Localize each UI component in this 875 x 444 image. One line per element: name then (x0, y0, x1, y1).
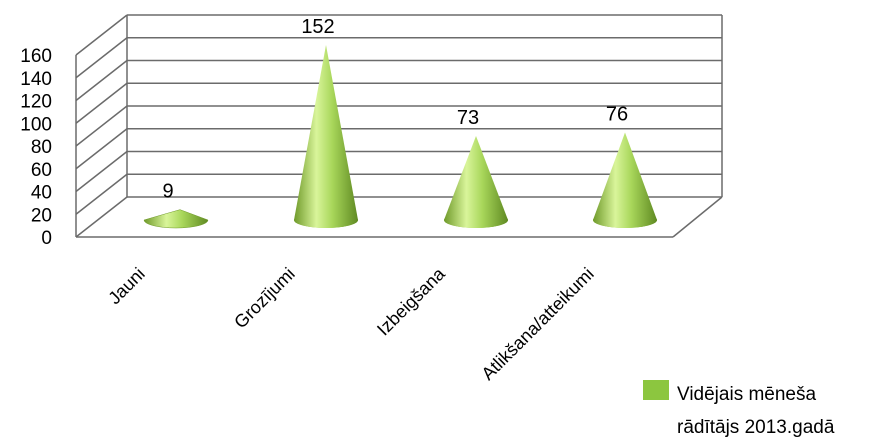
legend-swatch (643, 380, 669, 400)
category-labels: Jauni Grozījumi Izbeigšana Atlikšana/atteik… (104, 263, 598, 384)
y-tick-label: 20 (31, 205, 52, 226)
y-tick-label: 160 (20, 46, 52, 67)
y-tick-label: 120 (20, 92, 52, 113)
legend-label: Vidējais mēneša rādītājs 2013.gadā (677, 378, 834, 444)
data-labels: 9 152 73 76 (162, 16, 628, 203)
cone-body (294, 45, 358, 228)
category-label: Grozījumi (230, 264, 299, 333)
data-label: 9 (162, 181, 173, 203)
legend-label-line1: Vidējais mēneša (677, 384, 817, 405)
gridline-diag (75, 173, 128, 215)
y-tick-label: 80 (31, 137, 52, 158)
cone-body (143, 209, 209, 229)
gridlines (75, 14, 722, 238)
cone-3 (593, 132, 657, 228)
gridline-diag (75, 128, 128, 170)
y-tick-label: 100 (20, 114, 52, 135)
y-tick-label: 0 (41, 228, 52, 249)
category-label: Izbeigšana (373, 263, 449, 339)
legend-label-line2: rādītājs 2013.gadā (677, 417, 835, 438)
y-tick-label: 140 (20, 69, 52, 90)
data-label: 152 (301, 16, 334, 38)
gridline-diag (75, 196, 128, 238)
cone-body (593, 132, 657, 228)
chart-frame (75, 15, 723, 238)
gridline-diag (75, 82, 128, 124)
cone-1 (294, 45, 358, 228)
cone-0 (143, 209, 209, 229)
cone-body (444, 135, 508, 228)
floor-right-edge (672, 196, 723, 238)
category-label: Atlikšana/atteikumi (478, 264, 598, 384)
data-label: 73 (457, 107, 479, 129)
data-label: 76 (606, 104, 628, 126)
cones (143, 45, 657, 229)
gridline-diag (75, 59, 128, 102)
gridline-diag (75, 37, 128, 79)
y-tick-label: 40 (31, 183, 52, 204)
cone-2 (444, 135, 508, 228)
category-label: Jauni (104, 264, 149, 309)
gridline-diag (75, 105, 128, 147)
gridline-diag (75, 150, 128, 193)
gridline-diag (75, 14, 128, 56)
y-tick-label: 60 (31, 160, 52, 181)
